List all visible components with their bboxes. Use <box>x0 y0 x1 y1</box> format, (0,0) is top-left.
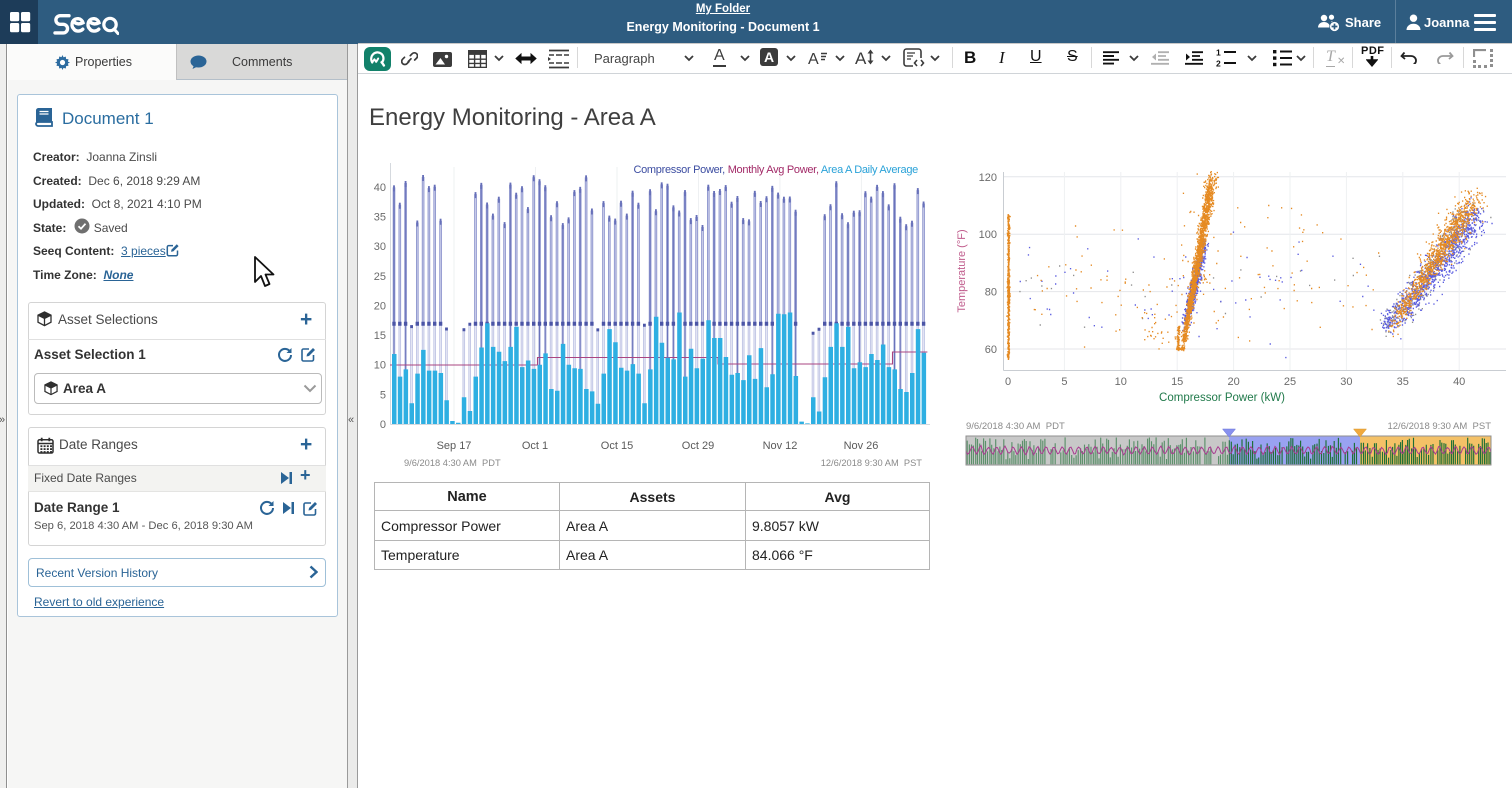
svg-text:Oct 29: Oct 29 <box>682 440 714 452</box>
svg-text:5: 5 <box>380 389 386 401</box>
svg-text:Sep 17: Sep 17 <box>437 440 472 452</box>
svg-text:15: 15 <box>1171 376 1183 388</box>
svg-text:12/6/2018 9:30 AM PST: 12/6/2018 9:30 AM PST <box>1387 421 1491 432</box>
svg-text:5: 5 <box>1061 376 1067 388</box>
svg-text:Compressor Power, Monthly Avg: Compressor Power, Monthly Avg Power, Are… <box>633 164 918 176</box>
svg-text:40: 40 <box>374 182 386 194</box>
svg-text:A: A <box>808 51 819 66</box>
svg-text:2: 2 <box>1216 59 1221 68</box>
svg-text:12/6/2018 9:30 AM PST: 12/6/2018 9:30 AM PST <box>821 458 923 468</box>
svg-text:Nov 12: Nov 12 <box>763 440 798 452</box>
svg-text:0: 0 <box>1005 376 1011 388</box>
svg-text:0: 0 <box>380 419 386 431</box>
svg-text:1: 1 <box>1216 49 1221 58</box>
svg-text:80: 80 <box>985 287 997 299</box>
svg-text:25: 25 <box>374 271 386 283</box>
svg-text:10: 10 <box>1115 376 1127 388</box>
svg-text:35: 35 <box>1397 376 1409 388</box>
svg-text:30: 30 <box>374 241 386 253</box>
svg-text:120: 120 <box>979 172 997 184</box>
svg-text:10: 10 <box>374 360 386 372</box>
svg-text:20: 20 <box>1227 376 1239 388</box>
svg-text:100: 100 <box>979 229 997 241</box>
svg-text:Nov 26: Nov 26 <box>844 440 879 452</box>
svg-text:Compressor Power (kW): Compressor Power (kW) <box>1159 392 1285 404</box>
svg-text:Temperature (°F): Temperature (°F) <box>956 229 968 312</box>
svg-text:Oct 1: Oct 1 <box>522 440 548 452</box>
svg-text:20: 20 <box>374 300 386 312</box>
svg-text:9/6/2018 4:30 AM PDT: 9/6/2018 4:30 AM PDT <box>966 421 1065 432</box>
svg-text:25: 25 <box>1284 376 1296 388</box>
svg-text:40: 40 <box>1453 376 1465 388</box>
svg-text:15: 15 <box>374 330 386 342</box>
svg-text:30: 30 <box>1340 376 1352 388</box>
svg-text:Oct 15: Oct 15 <box>601 440 633 452</box>
svg-text:60: 60 <box>985 344 997 356</box>
svg-text:35: 35 <box>374 212 386 224</box>
svg-text:A: A <box>855 49 867 67</box>
svg-text:9/6/2018 4:30 AM PDT: 9/6/2018 4:30 AM PDT <box>404 458 501 468</box>
